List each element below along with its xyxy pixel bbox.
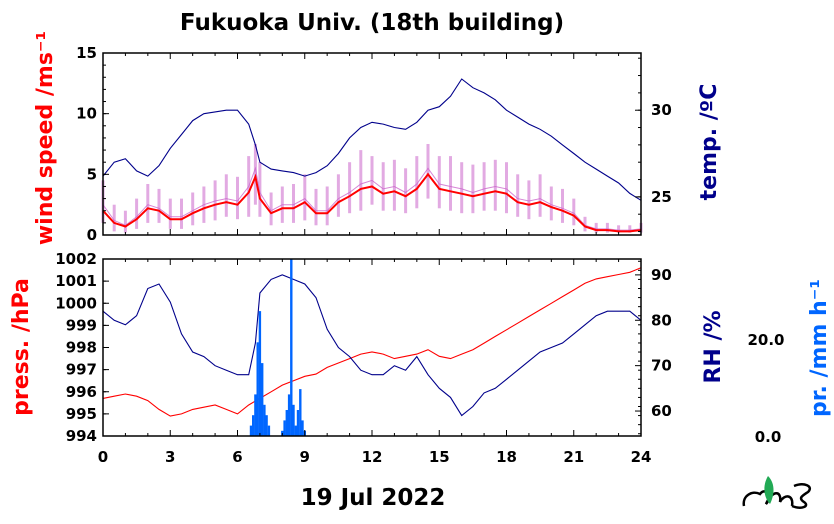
precip-bar — [294, 425, 297, 436]
y-left-tick-label: 1000 — [55, 294, 97, 312]
precip-bar — [290, 259, 293, 436]
humidity-line — [102, 274, 642, 417]
x-tick-label: 3 — [165, 448, 175, 466]
x-tick-label: 12 — [362, 448, 383, 466]
y-left-tick-label: 15 — [76, 44, 97, 62]
precip-bar — [285, 410, 288, 436]
temp-axis-title: temp. /ºC — [697, 84, 722, 201]
precip-bar — [254, 394, 257, 436]
precip-bar — [296, 410, 300, 436]
x-tick-label: 21 — [563, 448, 584, 466]
x-tick-label: 6 — [232, 448, 242, 466]
precip-bar — [267, 425, 271, 436]
temperature-line — [102, 78, 642, 201]
precip-bar — [283, 420, 286, 436]
pressure-humidity-panel: 0 3 6 9 12 15 18 21 24 994 995 996 997 998 999 1000 1001… — [55, 250, 672, 466]
y-left-tick-label: 1002 — [55, 250, 97, 268]
precip-bar — [299, 389, 302, 436]
precip-tick-label: 0.0 — [755, 428, 782, 446]
precip-bar — [265, 415, 268, 436]
precip-bar — [261, 363, 264, 436]
y-left-tick-label: 10 — [76, 105, 97, 123]
y-left-tick-label: 994 — [66, 427, 97, 445]
y-left-tick-label: 995 — [66, 405, 97, 423]
precip-bar — [292, 404, 295, 436]
precip-tick-label: 20.0 — [747, 331, 784, 349]
x-tick-label: 24 — [631, 448, 652, 466]
pressure-line — [102, 267, 642, 417]
y-right-tick-label: 90 — [651, 266, 672, 284]
date-label: 19 Jul 2022 — [301, 485, 446, 511]
x-tick-label: 0 — [98, 448, 108, 466]
wind-axis-title: wind speed /ms⁻¹ — [33, 31, 58, 245]
precip-axis-title: pr. /mm h⁻¹ — [807, 279, 832, 417]
x-tick-label: 9 — [300, 448, 310, 466]
y-left-tick-label: 0 — [87, 226, 97, 244]
x-tick-label: 18 — [496, 448, 517, 466]
precip-bar — [256, 342, 259, 436]
y-left-tick-label: 1001 — [55, 272, 97, 290]
y-left-tick-label: 997 — [66, 361, 97, 379]
mes-logo-icon — [742, 476, 811, 509]
wind-temperature-panel: 0 5 10 15 25 30 — [76, 44, 672, 244]
x-tick-label: 15 — [429, 448, 450, 466]
precip-bar — [249, 425, 253, 436]
y-left-tick-label: 5 — [87, 165, 97, 183]
precip-bar — [252, 415, 255, 436]
wind-raw-line — [102, 166, 642, 231]
y-right-tick-label: 60 — [651, 402, 672, 420]
y-right-tick-label: 30 — [651, 101, 672, 119]
precip-bar — [301, 420, 304, 436]
y-left-tick-label: 998 — [66, 339, 97, 357]
y-left-tick-label: 999 — [66, 316, 97, 334]
y-right-tick-label: 25 — [651, 188, 672, 206]
pressure-axis-title: press. /hPa — [9, 278, 34, 416]
plot-frame — [102, 258, 642, 437]
precip-bar — [263, 404, 266, 436]
precip-bar — [258, 311, 262, 436]
y-left-tick-label: 996 — [66, 383, 97, 401]
chart-title: Fukuoka Univ. (18th building) — [180, 10, 564, 36]
y-right-tick-label: 70 — [651, 357, 672, 375]
humidity-axis-title: RH /% — [701, 310, 726, 383]
wind-mean-line — [102, 172, 642, 233]
y-right-tick-label: 80 — [651, 311, 672, 329]
precip-bar — [287, 394, 291, 436]
